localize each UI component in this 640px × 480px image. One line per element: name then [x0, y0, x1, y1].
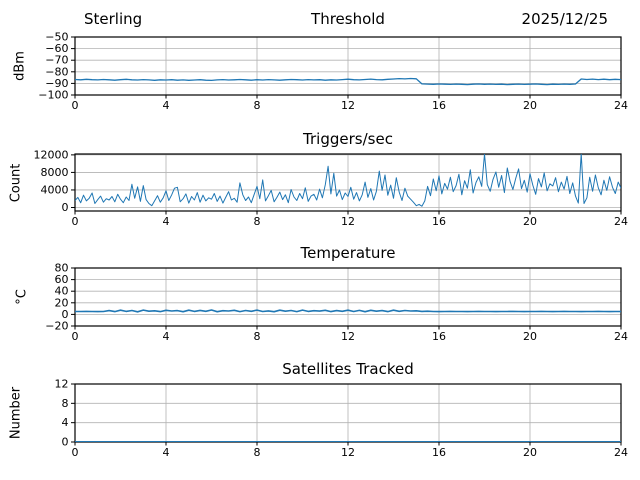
chart1-title-left: Sterling	[84, 10, 143, 28]
x-tick-label: 24	[614, 215, 628, 228]
x-tick-label: 20	[523, 446, 537, 459]
x-tick-label: 24	[614, 446, 628, 459]
data-line	[75, 309, 621, 313]
x-tick-label: 24	[614, 330, 628, 343]
y-tick-label: 12	[55, 378, 69, 391]
chart1-title-right: 2025/12/25	[521, 10, 608, 28]
y-tick-label: −50	[45, 31, 68, 44]
x-tick-label: 12	[341, 330, 355, 343]
y-tick-label: 80	[55, 262, 69, 275]
x-tick-label: 20	[523, 99, 537, 112]
y-tick-label: 0	[62, 436, 69, 449]
x-tick-label: 0	[72, 446, 79, 459]
y-tick-label: −90	[45, 77, 68, 90]
x-tick-label: 20	[523, 215, 537, 228]
y-tick-label: −80	[45, 65, 68, 78]
x-tick-label: 12	[341, 446, 355, 459]
y-tick-label: 12000	[34, 148, 69, 161]
x-tick-label: 0	[72, 330, 79, 343]
x-tick-label: 0	[72, 215, 79, 228]
x-tick-label: 16	[432, 215, 446, 228]
y-tick-label: 4	[62, 416, 69, 429]
x-tick-label: 24	[614, 99, 628, 112]
y-tick-label: 8	[62, 397, 69, 410]
y-tick-label: 20	[55, 296, 69, 309]
data-line	[75, 77, 621, 86]
y-tick-label: 8000	[41, 166, 69, 179]
x-tick-label: 4	[163, 330, 170, 343]
x-tick-label: 20	[523, 330, 537, 343]
x-tick-label: 8	[254, 330, 261, 343]
x-tick-label: 4	[163, 215, 170, 228]
y-tick-label: −60	[45, 42, 68, 55]
y-tick-label: −20	[45, 320, 68, 333]
x-tick-label: 16	[432, 99, 446, 112]
plot-box	[74, 153, 622, 212]
x-tick-label: 12	[341, 215, 355, 228]
y-tick-label: 40	[55, 285, 69, 298]
x-tick-label: 8	[254, 446, 261, 459]
x-tick-label: 16	[432, 330, 446, 343]
chart2-title-row: Triggers/sec	[75, 130, 621, 148]
x-tick-label: 12	[341, 99, 355, 112]
y-tick-label: 0	[62, 201, 69, 214]
x-tick-label: 0	[72, 99, 79, 112]
chart3-title-row: Temperature	[75, 244, 621, 262]
y-tick-label: −100	[38, 89, 68, 102]
x-tick-label: 4	[163, 446, 170, 459]
chart1-title-row: Sterling Threshold 2025/12/25	[75, 10, 621, 28]
chart4-title: Satellites Tracked	[282, 360, 414, 378]
y-tick-label: 0	[62, 308, 69, 321]
chart1-title: Threshold	[311, 10, 385, 28]
x-tick-label: 8	[254, 99, 261, 112]
plot-box	[74, 267, 622, 327]
y-tick-label: −70	[45, 54, 68, 67]
x-tick-label: 8	[254, 215, 261, 228]
chart4-title-row: Satellites Tracked	[75, 360, 621, 378]
chart3-title: Temperature	[300, 244, 396, 262]
y-tick-label: 4000	[41, 183, 69, 196]
plot-box	[74, 36, 622, 96]
chart2-title: Triggers/sec	[303, 130, 393, 148]
x-tick-label: 4	[163, 99, 170, 112]
y-tick-label: 60	[55, 273, 69, 286]
x-tick-label: 16	[432, 446, 446, 459]
data-line	[75, 154, 621, 207]
